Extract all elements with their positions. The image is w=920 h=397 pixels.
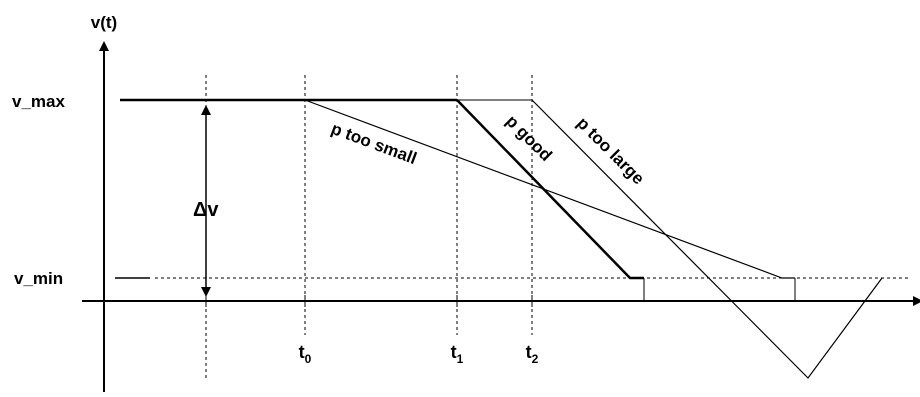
tick-label-t2-sub: 2 xyxy=(532,352,539,366)
tick-label-t0-base: t xyxy=(299,342,305,362)
x-ticks xyxy=(205,278,796,307)
curve-p-good xyxy=(456,99,644,280)
curve-p-too-small xyxy=(304,99,795,279)
v-max-label: v_max xyxy=(12,92,65,111)
tick-label-t1: t1 xyxy=(451,342,464,366)
curve-label-p-too-large: p too large xyxy=(573,113,648,188)
tick-label-t2: t2 xyxy=(526,342,539,366)
tick-label-t1-base: t xyxy=(451,342,457,362)
tick-label-t0-sub: 0 xyxy=(305,352,312,366)
y-axis-label: v(t) xyxy=(91,13,117,32)
curve-p-too-large xyxy=(531,99,883,379)
tick-label-t0: t0 xyxy=(299,342,312,366)
curve-label-p-good: p good xyxy=(502,111,555,164)
vertical-guides xyxy=(205,75,533,380)
tick-label-t1-sub: 1 xyxy=(457,352,464,366)
tick-label-t2-base: t xyxy=(526,342,532,362)
v-min-label: v_min xyxy=(14,269,63,288)
delta-v-label: Δv xyxy=(193,199,219,221)
